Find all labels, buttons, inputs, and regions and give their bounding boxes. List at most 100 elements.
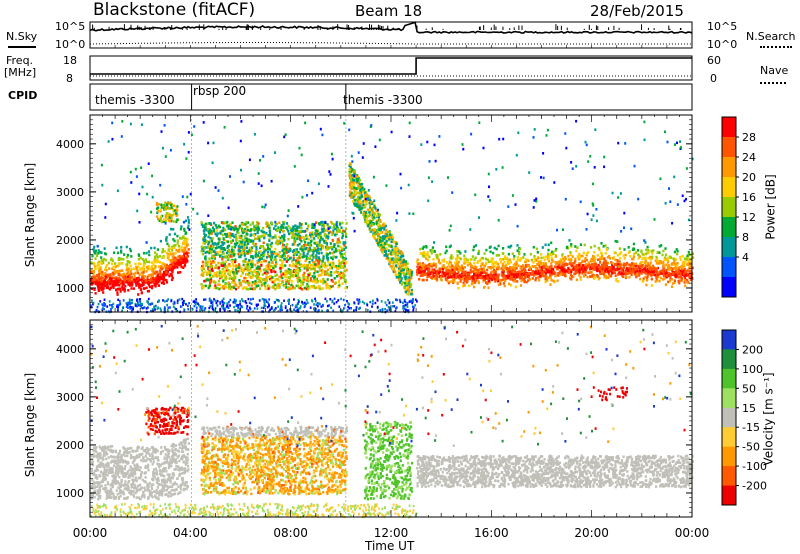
- power-cell: [150, 286, 154, 290]
- power-cell: [238, 263, 241, 266]
- power-cell: [344, 246, 347, 249]
- power-cell: [138, 286, 141, 289]
- power-cell: [162, 220, 165, 223]
- power-cell: [139, 285, 142, 288]
- power-cell: [681, 254, 684, 258]
- power-cell: [353, 203, 356, 206]
- power-cell: [180, 257, 183, 260]
- power-cell: [336, 267, 339, 270]
- power-cell: [392, 240, 395, 243]
- power-cell: [155, 259, 158, 262]
- power-cell: [142, 259, 146, 263]
- power-cell: [228, 272, 231, 276]
- power-cell: [158, 278, 161, 281]
- power-cell: [221, 241, 224, 244]
- power-cell: [219, 276, 222, 280]
- power-cell: [542, 274, 545, 278]
- power-cell: [582, 264, 585, 267]
- power-cell: [246, 241, 249, 244]
- power-cell: [287, 224, 290, 228]
- power-cell: [311, 235, 314, 239]
- power-cell: [156, 260, 159, 264]
- power-cell: [325, 235, 329, 238]
- power-cell: [125, 245, 128, 249]
- power-cell: [166, 254, 169, 258]
- power-cell: [158, 255, 161, 258]
- power-cell: [170, 247, 174, 250]
- power-cell: [331, 222, 334, 225]
- power-cell: [90, 261, 93, 264]
- power-cell: [97, 263, 100, 267]
- power-cell: [94, 282, 97, 286]
- power-cell: [249, 287, 252, 290]
- power-cell: [644, 241, 647, 244]
- power-cell: [472, 248, 475, 252]
- power-cell: [296, 233, 299, 237]
- power-cell: [125, 273, 128, 276]
- power-cell: [258, 287, 262, 290]
- power-cell: [106, 283, 109, 287]
- power-cell: [134, 271, 137, 275]
- power-cell: [511, 252, 514, 256]
- power-cell: [262, 241, 265, 245]
- power-cell: [183, 229, 186, 232]
- power-cell: [141, 281, 144, 285]
- power-cell: [247, 287, 250, 291]
- power-cell: [162, 250, 165, 253]
- beam-title: Beam 18: [355, 2, 423, 20]
- power-cell: [477, 249, 480, 253]
- power-cell: [466, 280, 469, 283]
- power-cell: [154, 255, 157, 258]
- power-cell: [222, 261, 225, 264]
- power-cell: [161, 256, 164, 259]
- power-cell: [350, 195, 353, 199]
- power-cell: [94, 266, 97, 270]
- power-cell: [688, 253, 692, 257]
- power-cell: [341, 247, 344, 250]
- power-cell: [151, 269, 154, 272]
- power-cell: [256, 229, 259, 233]
- power-cell: [168, 274, 171, 278]
- power-cell: [326, 278, 329, 281]
- power-cell: [583, 243, 586, 247]
- power-cell: [279, 267, 282, 270]
- power-cell: [217, 241, 220, 245]
- power-cell: [290, 283, 293, 287]
- power-cell: [115, 265, 118, 268]
- power-cell: [388, 244, 391, 247]
- power-cell: [211, 242, 214, 245]
- power-cell: [393, 259, 396, 262]
- power-cell: [207, 241, 211, 244]
- power-cell: [289, 256, 292, 260]
- power-cell: [159, 271, 162, 275]
- power-cell: [262, 226, 265, 230]
- power-cell: [678, 281, 681, 285]
- power-cell: [250, 265, 253, 268]
- power-cell: [308, 261, 311, 264]
- power-cell: [669, 276, 672, 280]
- power-cell: [129, 249, 132, 253]
- power-cell: [99, 269, 102, 273]
- power-cell: [255, 284, 258, 288]
- power-cell: [305, 243, 308, 247]
- power-bg: [90, 115, 692, 312]
- power-cell: [393, 247, 396, 251]
- power-cell: [579, 243, 582, 246]
- power-cell: [155, 201, 158, 205]
- power-cell: [147, 265, 150, 268]
- power-cell: [230, 240, 233, 243]
- power-cell: [274, 278, 277, 281]
- power-cell: [303, 271, 306, 275]
- power-cell: [211, 255, 214, 259]
- power-cell: [156, 211, 159, 215]
- power-cell: [581, 259, 585, 263]
- power-cell: [281, 249, 284, 252]
- power-cell: [427, 254, 430, 257]
- power-cell: [204, 261, 207, 265]
- power-cell: [289, 274, 292, 278]
- power-cell: [100, 251, 103, 254]
- power-cell: [129, 270, 132, 273]
- power-cell: [170, 278, 174, 282]
- power-cell: [361, 195, 364, 198]
- power-cell: [114, 280, 117, 284]
